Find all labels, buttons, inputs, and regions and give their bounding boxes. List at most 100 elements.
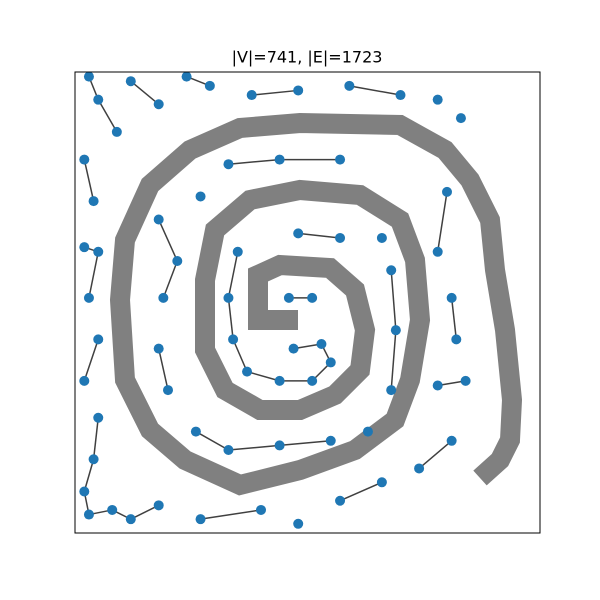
node <box>195 191 206 202</box>
node <box>88 196 99 207</box>
node <box>153 214 164 225</box>
node <box>451 334 462 345</box>
node <box>414 463 425 474</box>
edge <box>228 158 280 165</box>
node <box>274 375 285 386</box>
axes-frame <box>74 71 541 534</box>
node <box>446 435 457 446</box>
node <box>195 514 206 525</box>
node <box>432 94 443 105</box>
edge <box>279 440 331 447</box>
node <box>79 154 90 165</box>
node <box>83 509 94 520</box>
node <box>153 99 164 110</box>
node <box>181 72 192 82</box>
node <box>93 94 104 105</box>
node <box>163 385 173 396</box>
node <box>307 292 318 303</box>
node <box>93 246 104 257</box>
node <box>274 154 285 165</box>
node <box>432 246 443 257</box>
node <box>79 486 90 497</box>
node <box>293 85 304 96</box>
node <box>242 366 253 377</box>
node <box>293 518 304 529</box>
node <box>432 380 443 391</box>
node <box>83 72 94 82</box>
node <box>395 90 406 101</box>
node <box>111 126 122 137</box>
nodes <box>79 72 471 529</box>
node <box>93 412 104 423</box>
node <box>158 292 169 303</box>
node <box>283 292 294 303</box>
node <box>376 477 387 488</box>
edge <box>251 89 299 96</box>
edge <box>157 348 169 391</box>
edge <box>130 80 160 105</box>
node <box>288 343 299 354</box>
edge <box>158 219 178 262</box>
edge <box>92 417 99 460</box>
node <box>223 292 234 303</box>
edge <box>83 159 95 202</box>
edge <box>83 339 99 382</box>
plot-area <box>79 72 523 529</box>
node <box>107 504 118 515</box>
node <box>83 292 94 303</box>
edge <box>390 270 397 331</box>
node <box>190 426 201 437</box>
node <box>335 154 346 165</box>
node <box>223 445 234 456</box>
edge <box>246 370 280 382</box>
node <box>460 375 471 386</box>
node <box>307 375 318 386</box>
node <box>390 325 401 336</box>
edge <box>298 232 341 239</box>
edge <box>339 481 383 502</box>
node <box>344 80 355 91</box>
node <box>153 343 164 354</box>
node <box>204 80 215 91</box>
node <box>335 495 346 506</box>
node <box>325 435 336 446</box>
node <box>125 76 136 87</box>
node <box>153 500 164 511</box>
edge <box>88 251 99 299</box>
node <box>316 338 327 349</box>
node <box>172 256 183 267</box>
node <box>274 440 285 451</box>
node <box>386 385 397 396</box>
node <box>93 334 104 345</box>
node <box>293 228 304 239</box>
edge <box>200 509 262 520</box>
edge <box>349 85 401 96</box>
edge <box>228 444 280 451</box>
edges <box>83 75 466 520</box>
node <box>455 113 466 124</box>
node <box>88 454 99 465</box>
node <box>232 246 243 257</box>
edge <box>450 297 458 340</box>
node <box>228 334 239 345</box>
edge <box>436 191 448 252</box>
node <box>256 504 266 515</box>
chart-title: |V|=741, |E|=1723 <box>232 48 383 67</box>
edge <box>162 260 179 299</box>
node <box>362 426 373 437</box>
node <box>442 186 452 197</box>
node <box>79 242 90 253</box>
node <box>325 357 336 368</box>
edge <box>390 330 397 391</box>
node <box>376 232 387 243</box>
node <box>125 514 136 525</box>
edge <box>227 251 239 299</box>
node <box>79 375 90 386</box>
edge <box>97 99 118 133</box>
edge <box>83 459 95 492</box>
node <box>223 159 234 170</box>
node <box>446 292 457 303</box>
edge <box>227 297 234 340</box>
edge <box>418 440 453 470</box>
